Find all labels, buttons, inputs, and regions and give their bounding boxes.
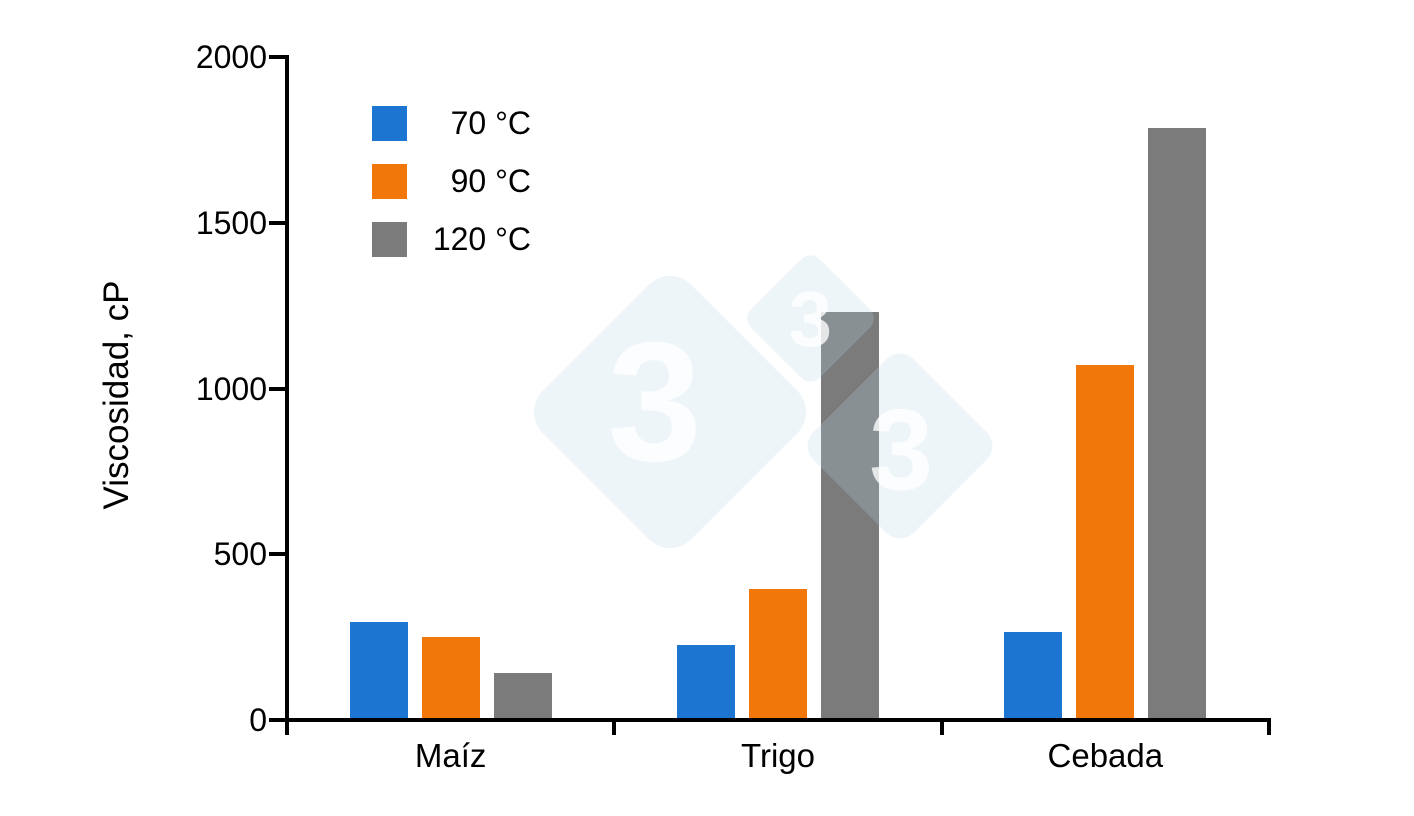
bar-Maíz-90°C: [421, 637, 480, 718]
bar-Cebada-70°C: [1004, 632, 1063, 718]
legend-item-0: 70 °C: [372, 106, 531, 141]
y-tick-1000: [269, 386, 285, 391]
bar-Trigo-120°C: [821, 312, 879, 718]
legend-label-1: 90 °C: [450, 163, 531, 199]
x-axis-line: [285, 718, 1269, 722]
bar-Cebada-120°C: [1148, 128, 1207, 718]
legend-swatch-1: [372, 164, 407, 199]
y-tick-label-1500: 1500: [195, 204, 267, 241]
y-tick-2000: [269, 55, 285, 59]
bar-Trigo-90°C: [749, 589, 807, 718]
legend-label-0: 70 °C: [450, 105, 531, 141]
x-tick-2: [939, 718, 944, 735]
x-tick-1: [612, 718, 617, 735]
x-label-2: Cebada: [1047, 737, 1164, 774]
y-tick-label-0: 0: [249, 702, 267, 738]
legend-swatch-0: [372, 106, 407, 141]
y-axis-line: [285, 55, 289, 722]
legend: 70 °C 90 °C 120 °C: [372, 106, 531, 280]
x-label-0: Maíz: [414, 737, 487, 774]
y-tick-label-1000: 1000: [195, 370, 267, 407]
legend-swatch-2: [372, 222, 407, 257]
bar-Trigo-70°C: [677, 645, 735, 718]
y-tick-500: [269, 552, 285, 557]
legend-item-2: 120 °C: [372, 222, 531, 257]
y-tick-1500: [269, 220, 285, 225]
y-axis-title: Viscosidad, cP: [97, 280, 136, 510]
x-tick-0: [285, 718, 289, 735]
bar-Maíz-70°C: [349, 622, 408, 718]
x-tick-3: [1267, 718, 1271, 735]
bar-Maíz-120°C: [493, 673, 552, 718]
y-tick-0: [269, 718, 285, 722]
x-label-1: Trigo: [741, 737, 815, 774]
legend-label-2: 120 °C: [432, 221, 531, 257]
y-tick-label-500: 500: [213, 536, 267, 573]
legend-item-1: 90 °C: [372, 164, 531, 199]
bar-Cebada-90°C: [1076, 365, 1135, 718]
y-tick-label-2000: 2000: [195, 39, 267, 75]
